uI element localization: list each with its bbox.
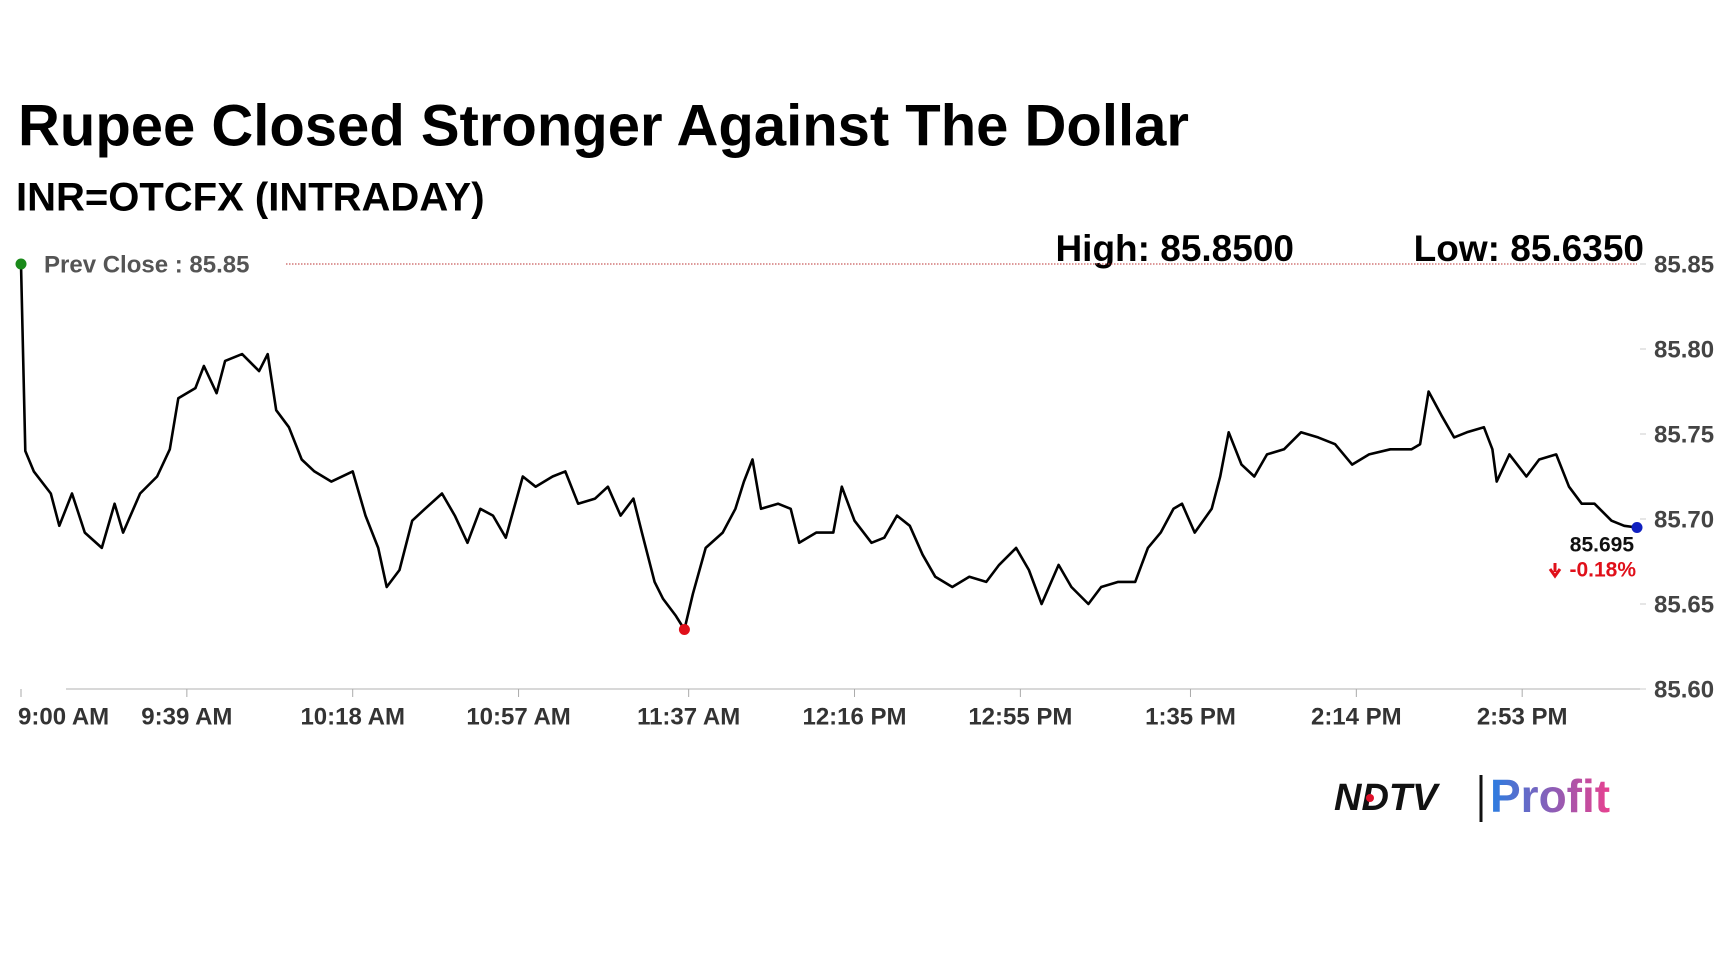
- prev-close-label: Prev Close : 85.85: [44, 251, 249, 278]
- x-tick-label: 12:16 PM: [802, 703, 906, 730]
- price-line: [19, 263, 1638, 631]
- high-label: High: 85.8500: [1055, 228, 1294, 269]
- y-tick-label: 85.80: [1654, 336, 1714, 363]
- logo: NDTV Profit: [1334, 770, 1610, 822]
- chart-subtitle: INR=OTCFX (INTRADAY): [16, 176, 485, 220]
- x-tick-label: 9:00 AM: [18, 703, 109, 730]
- y-tick-label: 85.70: [1654, 506, 1714, 533]
- last-value: 85.695: [1570, 534, 1635, 557]
- low-label: Low: 85.6350: [1414, 228, 1644, 269]
- y-tick-label: 85.85: [1654, 251, 1714, 278]
- last-marker: [1631, 522, 1643, 533]
- x-tick-label: 11:37 AM: [637, 703, 740, 730]
- down-arrow: [1548, 563, 1562, 579]
- logo-product: Profit: [1490, 770, 1610, 822]
- low-marker: [678, 624, 690, 635]
- x-tick-label: 10:57 AM: [466, 703, 570, 730]
- x-tick-label: 12:55 PM: [968, 703, 1072, 730]
- open-marker: [15, 258, 27, 270]
- x-tick-label: 2:14 PM: [1311, 703, 1402, 730]
- logo-dot: [1366, 794, 1374, 802]
- x-tick-label: 1:35 PM: [1145, 703, 1236, 730]
- x-tick-label: 10:18 AM: [300, 703, 404, 730]
- change-label: -0.18%: [1569, 559, 1636, 582]
- y-tick-label: 85.75: [1654, 421, 1714, 448]
- chart-title: Rupee Closed Stronger Against The Dollar: [18, 93, 1189, 158]
- logo-brand: NDTV: [1334, 777, 1440, 819]
- y-tick-label: 85.60: [1654, 676, 1714, 703]
- x-tick-label: 9:39 AM: [141, 703, 232, 730]
- x-tick-label: 2:53 PM: [1477, 703, 1568, 730]
- y-tick-label: 85.65: [1654, 591, 1714, 618]
